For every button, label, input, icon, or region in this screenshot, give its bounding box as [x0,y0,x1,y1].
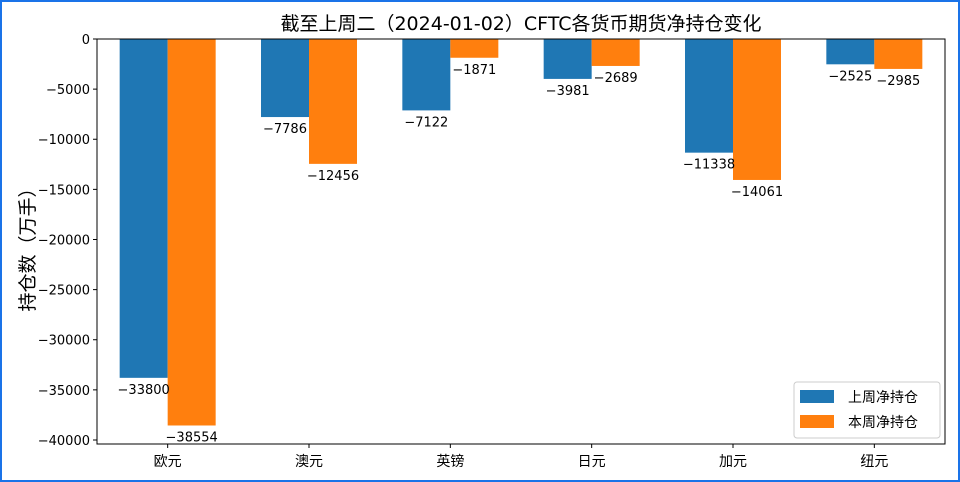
data-label: −2525 [828,69,872,84]
bar-last-week-3 [543,39,592,79]
data-label: −33800 [118,383,170,398]
bar-this-week-5 [874,39,923,69]
x-tick-label: 欧元 [154,454,182,470]
y-tick-label: −30000 [38,334,90,349]
y-tick-label: −35000 [38,384,90,399]
data-label: −7122 [404,115,448,130]
data-label: −7786 [263,122,307,137]
y-tick-label: −5000 [46,83,90,98]
bar-this-week-3 [591,39,640,66]
x-tick-label: 日元 [578,454,606,470]
x-tick-label: 加元 [719,454,747,470]
y-axis-label: 持仓数（万手） [17,178,39,311]
bar-last-week-2 [402,39,451,111]
data-label: −1871 [452,63,496,78]
y-tick-label: −40000 [38,434,90,449]
bar-last-week-5 [826,39,875,65]
bar-last-week-1 [261,39,309,118]
y-tick-label: 0 [82,33,90,48]
bar-this-week-0 [167,39,216,426]
y-tick-label: −10000 [38,133,90,148]
y-tick-label: −25000 [38,284,90,299]
bar-last-week-0 [119,39,168,378]
plot-area-border [96,38,946,445]
x-tick-label: 英镑 [436,453,464,470]
legend-label: 上周净持仓 [848,390,918,406]
data-label: −38554 [166,430,218,445]
data-label: −12456 [307,169,359,184]
data-label: −3981 [546,84,590,99]
chart-title: 截至上周二（2024-01-02）CFTC各货币期货净持仓变化 [280,13,761,35]
data-label: −2985 [876,74,920,89]
x-tick-label: 澳元 [295,454,323,470]
bar-this-week-2 [450,39,499,58]
x-tick-label: 纽元 [860,454,888,470]
legend-label: 本周净持仓 [848,415,918,431]
y-tick-label: −15000 [38,183,90,198]
data-label: −14061 [731,185,783,200]
bar-last-week-4 [685,39,733,153]
bar-this-week-1 [309,39,357,164]
y-tick-label: −20000 [38,233,90,248]
data-label: −2689 [594,71,638,86]
legend-swatch [800,390,834,403]
bar-this-week-4 [733,39,781,180]
legend-swatch [800,415,834,428]
data-label: −11338 [683,158,735,173]
